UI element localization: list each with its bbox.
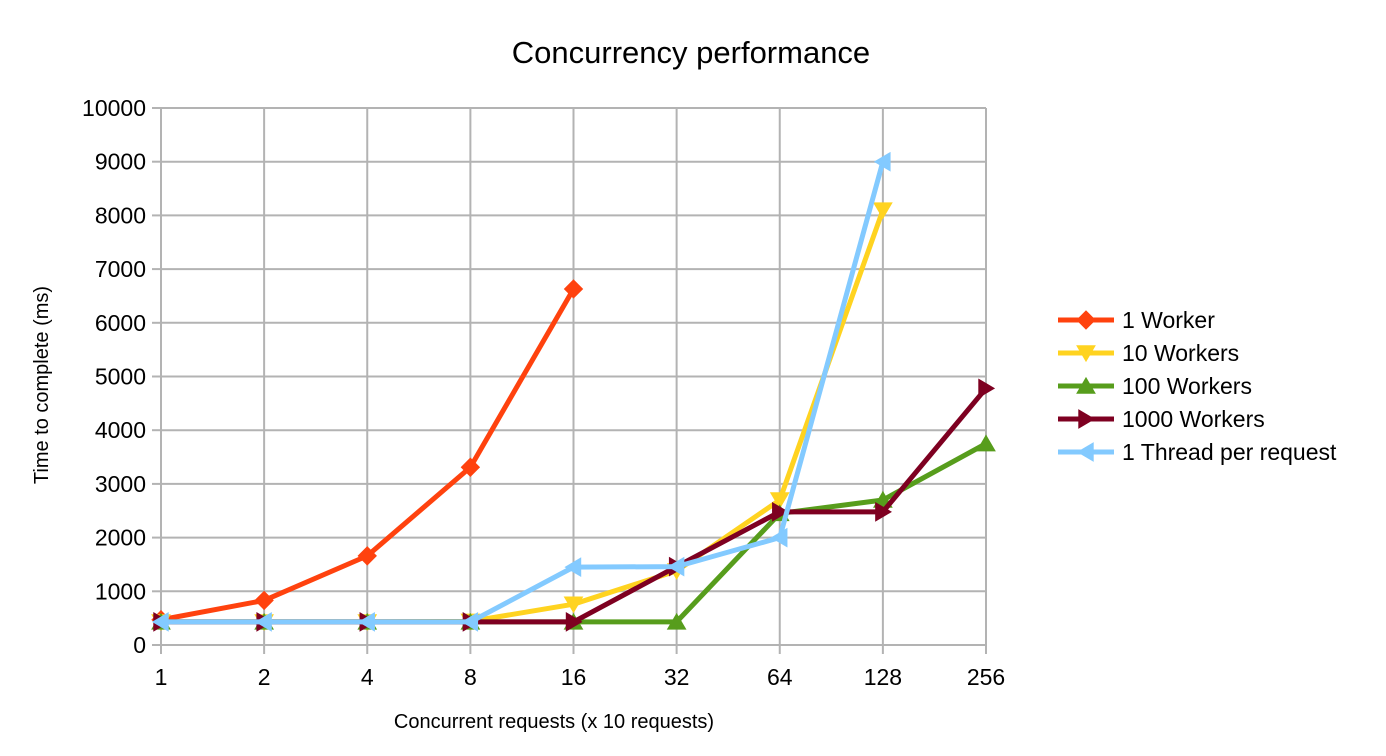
- legend-label: 1000 Workers: [1122, 406, 1265, 432]
- data-point: [769, 492, 790, 510]
- data-point: [460, 457, 481, 477]
- x-tick-label: 1: [155, 664, 168, 690]
- data-point: [565, 612, 583, 632]
- legend-label: 1 Thread per request: [1122, 439, 1337, 465]
- x-axis-label: Concurrent requests (x 10 requests): [394, 711, 714, 733]
- legend-marker: [1076, 376, 1096, 394]
- x-tick-label: 128: [864, 664, 902, 690]
- data-point: [875, 501, 892, 522]
- data-point: [358, 612, 375, 632]
- legend-item: 100 Workers: [1058, 373, 1252, 399]
- y-tick-label: 0: [133, 632, 146, 658]
- data-point: [667, 556, 685, 577]
- chart-series: [151, 151, 996, 632]
- legend-label: 100 Workers: [1122, 373, 1252, 399]
- data-point: [564, 557, 582, 578]
- data-point: [255, 612, 272, 632]
- legend-item: 1000 Workers: [1058, 406, 1265, 432]
- chart-title: Concurrency performance: [512, 35, 870, 70]
- x-tick-label: 8: [464, 664, 477, 690]
- data-point: [563, 279, 584, 299]
- y-tick-label: 4000: [95, 417, 146, 443]
- data-point: [873, 202, 893, 220]
- y-tick-label: 10000: [82, 95, 146, 121]
- chart-legend: 1 Worker 10 Workers 100 Workers 1000 Worker…: [1058, 307, 1337, 465]
- y-tick-label: 3000: [95, 471, 146, 497]
- x-tick-label: 2: [258, 664, 271, 690]
- x-tick-label: 32: [664, 664, 690, 690]
- legend-marker: [1076, 345, 1096, 363]
- x-axis-ticks: 1 2 4 8 16 32 64 128 256: [155, 664, 1006, 690]
- data-point: [563, 596, 584, 614]
- data-point: [357, 546, 377, 566]
- y-axis-label: Time to complete (ms): [31, 286, 53, 484]
- y-tick-label: 6000: [95, 310, 146, 336]
- data-point: [151, 612, 169, 632]
- data-point: [770, 527, 788, 548]
- y-tick-label: 8000: [95, 202, 146, 228]
- x-tick-label: 256: [967, 664, 1005, 690]
- y-axis-ticks: 0 1000 2000 3000 4000 5000 6000 7000 8000 9000 100…: [82, 95, 161, 658]
- legend-label: 10 Workers: [1122, 340, 1239, 366]
- legend-item: 1 Thread per request: [1058, 439, 1337, 465]
- x-tick-label: 64: [767, 664, 793, 690]
- legend-marker: [1078, 409, 1096, 429]
- data-point: [666, 612, 687, 630]
- data-point: [978, 378, 996, 399]
- data-point: [873, 151, 891, 172]
- y-tick-label: 9000: [95, 149, 146, 175]
- legend-item: 10 Workers: [1058, 340, 1239, 366]
- data-point: [254, 590, 274, 611]
- legend-marker: [1076, 310, 1096, 330]
- legend-marker: [1076, 442, 1094, 462]
- y-tick-label: 5000: [95, 364, 146, 390]
- y-tick-label: 2000: [95, 525, 146, 551]
- data-point: [461, 612, 479, 632]
- series-line: [161, 209, 886, 625]
- data-point: [976, 434, 996, 452]
- x-tick-label: 16: [561, 664, 587, 690]
- legend-item: 1 Worker: [1058, 307, 1215, 333]
- y-tick-label: 1000: [95, 578, 146, 604]
- series-line: [161, 161, 886, 625]
- series-2: [151, 202, 893, 631]
- series-5: [151, 151, 891, 632]
- legend-label: 1 Worker: [1122, 307, 1215, 333]
- y-tick-label: 7000: [95, 256, 146, 282]
- data-point: [772, 501, 789, 522]
- x-tick-label: 4: [361, 664, 374, 690]
